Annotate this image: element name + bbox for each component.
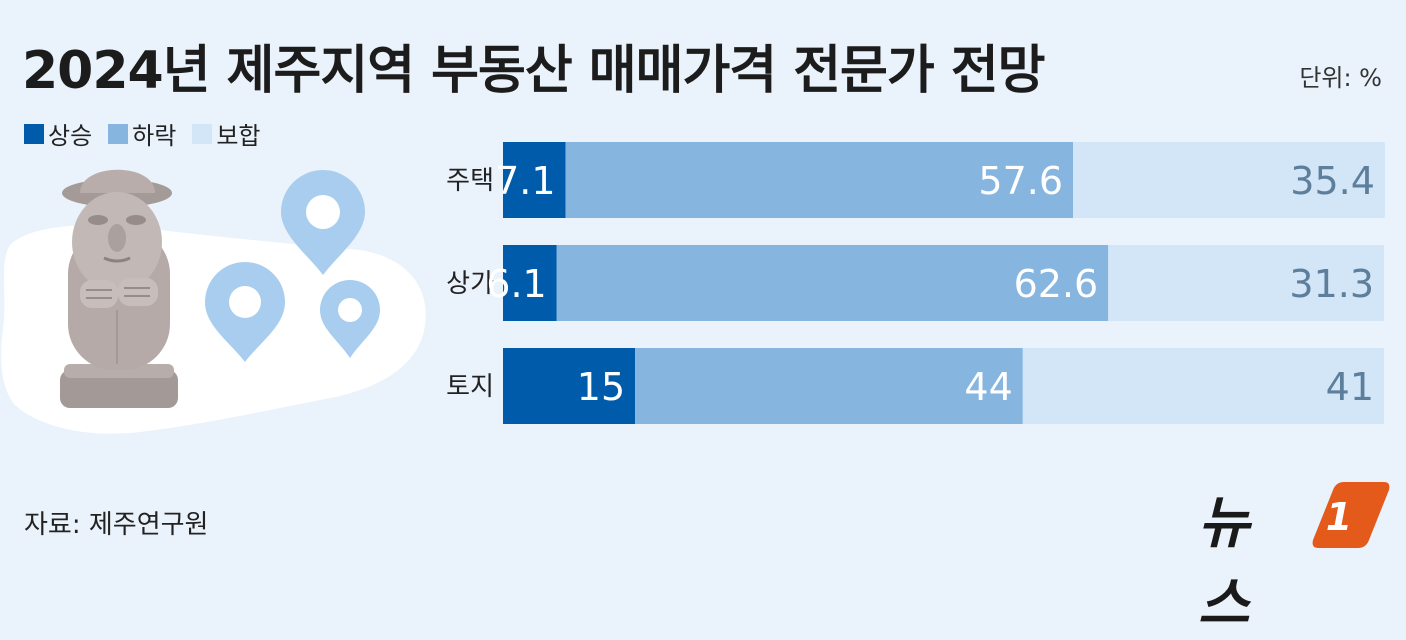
source-note: 자료: 제주연구원 — [24, 510, 209, 540]
location-pin-right-icon — [320, 280, 380, 358]
data-label-rise: 6.1 — [486, 262, 546, 306]
legend: 상승 하락 보합 — [24, 116, 261, 151]
legend-label-rise: 상승 — [48, 122, 93, 150]
location-pin-top-icon — [281, 170, 365, 275]
data-label-fall: 44 — [964, 365, 1012, 409]
dol-hareubang-icon — [60, 169, 178, 408]
bar-segment-hold — [1022, 348, 1384, 424]
data-label-rise: 7.1 — [495, 159, 555, 203]
bar-segment-fall — [635, 348, 1023, 424]
legend-swatch-fall — [108, 123, 129, 144]
stacked-bar-chart: 주택 7.1 57.6 35.4 상가6.1 62.6 31.3 토지 15 44 41 — [446, 142, 1385, 424]
bar-segment-rise — [503, 245, 557, 321]
data-label-hold: 41 — [1326, 365, 1374, 409]
bar-segment-fall — [565, 142, 1074, 218]
news1-logo-mark: 1 — [1312, 482, 1390, 548]
data-label-fall: 62.6 — [1014, 262, 1099, 306]
legend-swatch-hold — [192, 123, 213, 144]
legend-swatch-rise — [24, 123, 44, 144]
bar-segment-hold — [1073, 142, 1385, 218]
bar-segment-rise — [503, 348, 636, 424]
data-label-hold: 35.4 — [1290, 159, 1375, 203]
legend-item-fall: 하락 — [108, 116, 176, 151]
category-label: 상가 — [446, 269, 494, 299]
data-label-hold: 31.3 — [1289, 262, 1374, 306]
jeju-illustration — [1, 169, 426, 434]
legend-label-hold: 보합 — [216, 122, 261, 150]
chart-title: 2024년 제주지역 부동산 매매가격 전문가 전망 — [22, 41, 1046, 101]
category-label: 주택 — [446, 166, 494, 196]
legend-label-fall: 하락 — [132, 122, 177, 150]
data-label-rise: 15 — [577, 365, 625, 409]
legend-item-rise: 상승 — [24, 116, 92, 151]
legend-item-hold: 보합 — [192, 116, 261, 151]
bar-segment-fall — [556, 245, 1109, 321]
logo-mark-text: 1 — [1326, 495, 1352, 539]
category-label: 토지 — [446, 372, 494, 402]
bar-segment-hold — [1108, 245, 1384, 321]
unit-label: 단위: % — [1299, 64, 1382, 92]
bar-segment-rise — [503, 142, 566, 218]
data-label-fall: 57.6 — [978, 159, 1063, 203]
logo-mark-shape — [1312, 482, 1390, 548]
location-pin-left-icon — [205, 262, 285, 362]
